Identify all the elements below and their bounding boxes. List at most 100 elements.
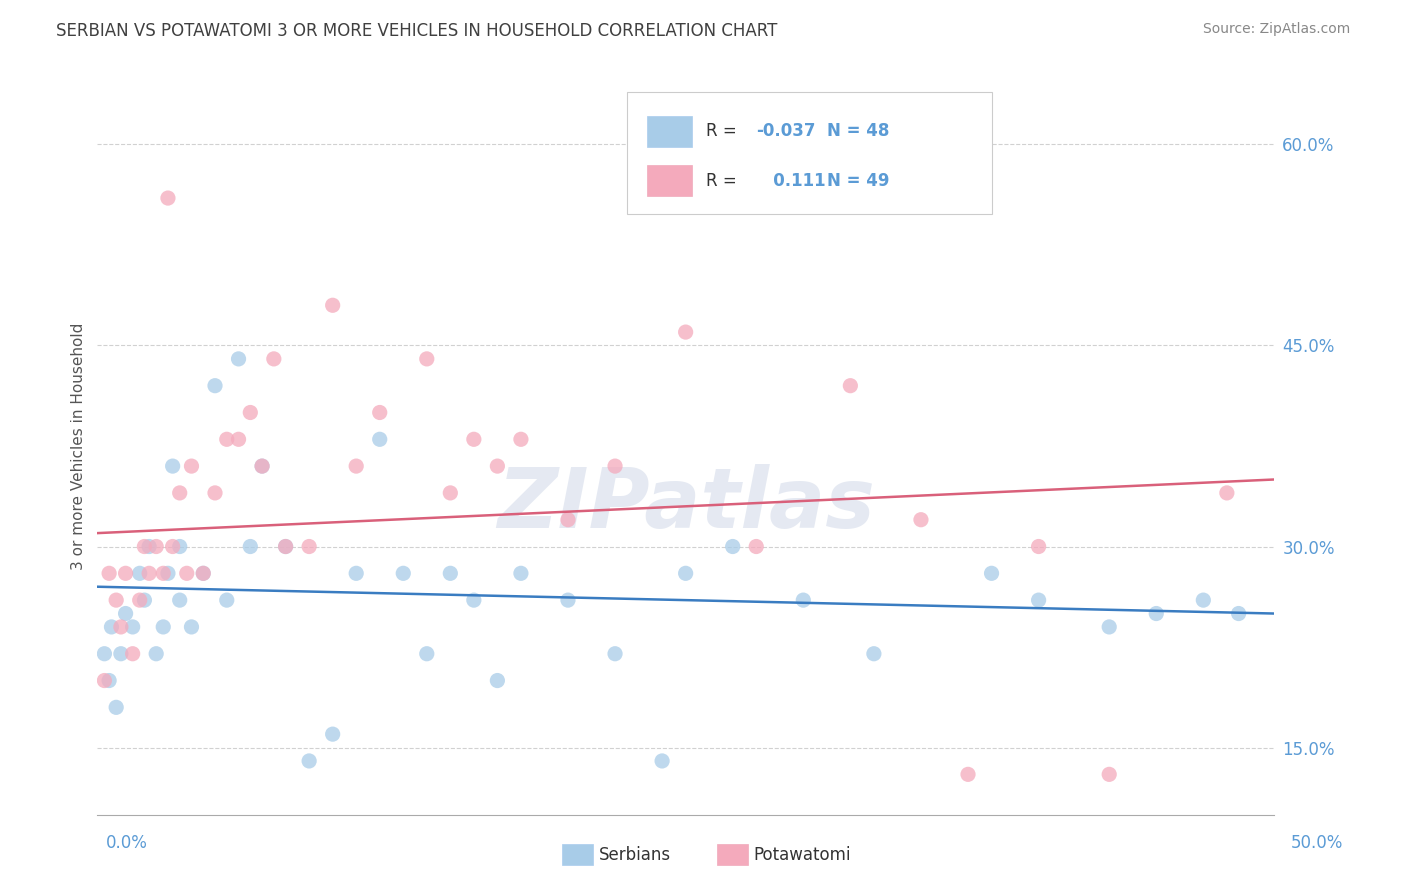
Point (134, 593, 156, 607)
Text: R =: R = (706, 171, 741, 190)
Point (439, 566, 461, 581)
Point (215, 593, 238, 607)
Point (145, 540, 167, 554)
Point (98, 566, 121, 581)
Point (134, 540, 156, 554)
Point (121, 647, 143, 661)
Point (1144, 607, 1167, 621)
Point (745, 540, 768, 554)
Text: Serbians: Serbians (599, 846, 671, 863)
Point (298, 754, 321, 768)
Text: Source: ZipAtlas.com: Source: ZipAtlas.com (1202, 22, 1350, 37)
Y-axis label: 3 or more Vehicles in Household: 3 or more Vehicles in Household (72, 322, 86, 570)
Point (239, 540, 262, 554)
Point (239, 405, 262, 419)
Text: Potawatomi: Potawatomi (754, 846, 851, 863)
Point (156, 566, 179, 581)
Point (486, 459, 509, 474)
FancyBboxPatch shape (647, 116, 692, 146)
Point (114, 607, 136, 621)
Point (169, 486, 191, 500)
Point (180, 620, 202, 634)
FancyBboxPatch shape (647, 165, 692, 196)
Point (145, 647, 167, 661)
Point (228, 432, 250, 446)
Point (193, 566, 215, 581)
Point (416, 351, 439, 366)
Point (486, 673, 509, 688)
Point (603, 647, 626, 661)
Point (1227, 607, 1250, 621)
Point (463, 432, 485, 446)
Point (162, 459, 184, 474)
Point (439, 486, 461, 500)
Point (274, 540, 297, 554)
Point (274, 540, 297, 554)
Point (162, 540, 184, 554)
Point (114, 566, 136, 581)
Point (1028, 593, 1050, 607)
Point (603, 459, 626, 474)
Point (215, 432, 238, 446)
Point (100, 620, 122, 634)
Point (1192, 593, 1215, 607)
Point (392, 566, 415, 581)
Point (368, 405, 391, 419)
Point (1098, 767, 1121, 781)
Point (1216, 486, 1239, 500)
Point (152, 620, 174, 634)
FancyBboxPatch shape (627, 92, 991, 214)
Point (93, 673, 115, 688)
Point (110, 620, 132, 634)
Point (322, 727, 344, 741)
Point (156, 191, 179, 205)
Text: -0.037: -0.037 (756, 122, 815, 140)
Point (344, 566, 367, 581)
Point (1098, 620, 1121, 634)
Point (721, 540, 744, 554)
Point (509, 566, 531, 581)
Point (368, 432, 391, 446)
Point (121, 620, 143, 634)
Point (180, 459, 202, 474)
Point (557, 593, 579, 607)
Point (204, 378, 226, 392)
Point (250, 459, 273, 474)
Point (322, 298, 344, 312)
Point (93, 647, 115, 661)
Point (298, 540, 321, 554)
Point (105, 700, 128, 714)
Point (250, 459, 273, 474)
Point (193, 566, 215, 581)
Point (910, 821, 932, 835)
Text: 0.111: 0.111 (756, 171, 825, 190)
Text: N = 48: N = 48 (827, 122, 889, 140)
Point (980, 566, 1002, 581)
Point (792, 593, 814, 607)
Point (863, 647, 886, 661)
Text: 50.0%: 50.0% (1291, 834, 1343, 852)
Point (344, 459, 367, 474)
Point (169, 593, 191, 607)
Text: ZIPatlas: ZIPatlas (496, 465, 875, 546)
Point (128, 593, 150, 607)
Point (138, 566, 160, 581)
Text: SERBIAN VS POTAWATOMI 3 OR MORE VEHICLES IN HOUSEHOLD CORRELATION CHART: SERBIAN VS POTAWATOMI 3 OR MORE VEHICLES… (56, 22, 778, 40)
Point (105, 593, 128, 607)
Text: N = 49: N = 49 (827, 171, 890, 190)
Point (204, 486, 226, 500)
Point (509, 432, 531, 446)
Point (839, 378, 862, 392)
Point (463, 593, 485, 607)
Point (651, 754, 673, 768)
Point (1028, 540, 1050, 554)
Point (557, 513, 579, 527)
Point (110, 647, 132, 661)
Point (675, 325, 697, 339)
Point (176, 566, 198, 581)
Text: 0.0%: 0.0% (105, 834, 148, 852)
Point (152, 566, 174, 581)
Point (956, 767, 979, 781)
Point (675, 566, 697, 581)
Text: R =: R = (706, 122, 741, 140)
